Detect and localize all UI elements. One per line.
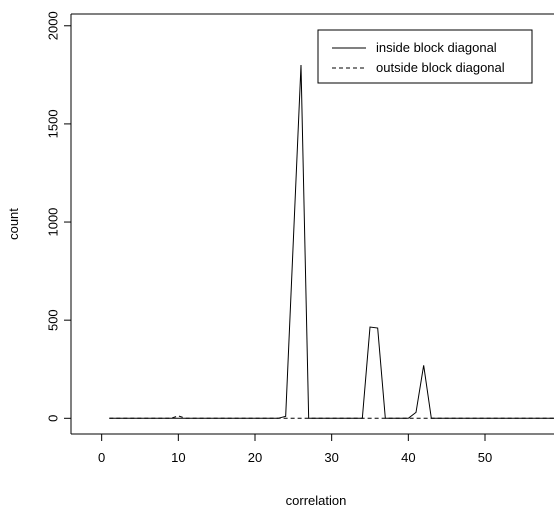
x-tick-label: 50 <box>478 450 492 465</box>
series-inside-line <box>109 65 554 419</box>
x-tick-label: 10 <box>171 450 185 465</box>
x-tick-label: 20 <box>248 450 262 465</box>
x-tick-label: 30 <box>324 450 338 465</box>
x-tick-label: 0 <box>98 450 105 465</box>
legend-label-outside: outside block diagonal <box>376 60 505 75</box>
y-axis-title: count <box>6 208 21 240</box>
x-axis-title: correlation <box>286 493 347 508</box>
x-axis: 0 10 20 30 40 50 <box>98 433 492 465</box>
legend-box <box>317 29 533 84</box>
x-tick-label: 40 <box>401 450 415 465</box>
legend: inside block diagonal outside block diag… <box>317 29 533 84</box>
y-tick-label: 1500 <box>46 109 61 138</box>
y-tick-label: 2000 <box>46 11 61 40</box>
y-tick-label: 0 <box>46 415 61 422</box>
y-tick-label: 500 <box>46 309 61 331</box>
legend-label-inside: inside block diagonal <box>376 40 497 55</box>
series-layer <box>109 65 554 419</box>
y-axis: 0 500 1000 1500 2000 <box>46 11 71 422</box>
y-tick-label: 1000 <box>46 208 61 237</box>
